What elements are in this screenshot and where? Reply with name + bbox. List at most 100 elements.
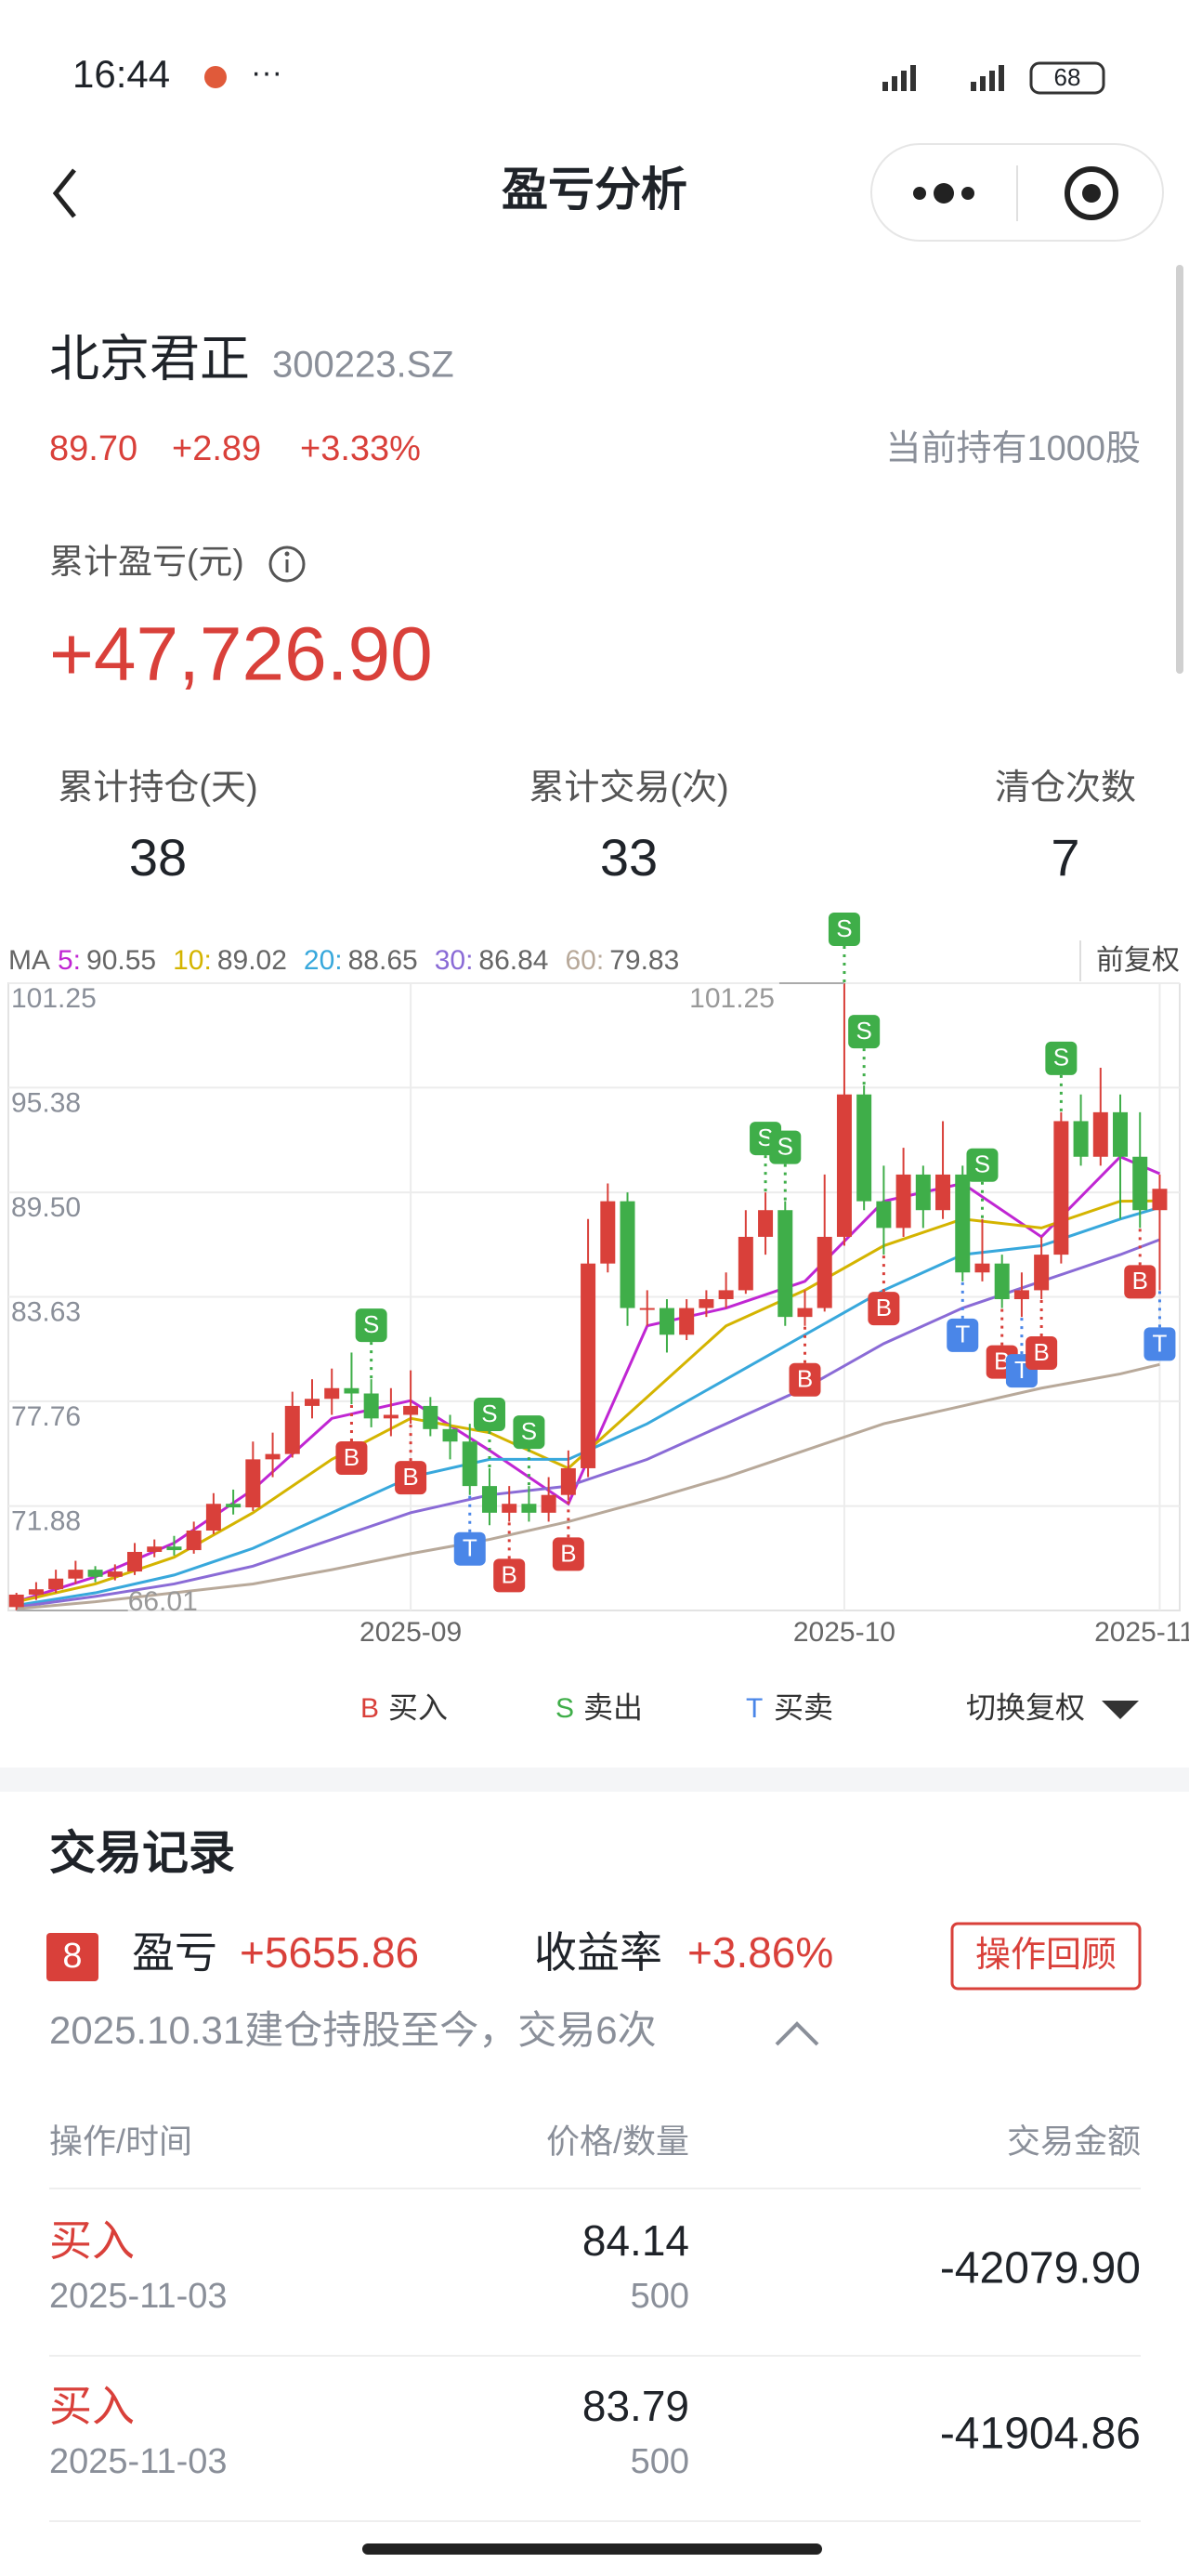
candle-body — [48, 1578, 64, 1590]
home-indicator — [362, 2543, 822, 2555]
candle-body — [876, 1201, 892, 1229]
candle-body — [265, 1453, 281, 1460]
legend-text: 买入 — [388, 1690, 448, 1724]
candle-body — [1113, 1111, 1129, 1157]
candle-body — [777, 1210, 793, 1318]
row-qty: 500 — [631, 2277, 689, 2316]
signal-text: B — [344, 1443, 359, 1471]
rate-label: 收益率 — [534, 1928, 662, 1977]
ma-label: MA — [8, 945, 50, 976]
candle-body — [442, 1428, 458, 1442]
switch-label[interactable]: 切换复权 — [966, 1690, 1085, 1724]
switch-arrow — [1102, 1701, 1139, 1719]
back-button[interactable] — [52, 168, 76, 218]
signal-tag — [947, 1318, 979, 1352]
candle-body — [245, 1459, 261, 1508]
app-icon — [204, 66, 227, 88]
signal-tag — [789, 1362, 821, 1397]
candle-body — [994, 1263, 1010, 1299]
candle-body — [28, 1589, 44, 1595]
signal-tag — [966, 1148, 999, 1182]
candle-body — [166, 1546, 182, 1551]
candle-body — [87, 1570, 103, 1577]
badge — [46, 1933, 98, 1981]
ma-value: 90.55 — [86, 945, 156, 976]
adjust-label: 前复权 — [1096, 945, 1180, 976]
legend-symbol: B — [360, 1693, 379, 1724]
extreme-label: 66.01 — [128, 1586, 198, 1617]
ma-name: 10: — [173, 945, 212, 976]
legend-symbol: T — [746, 1693, 763, 1724]
ma-line — [16, 1205, 1160, 1607]
candle-body — [581, 1263, 596, 1468]
signal-tag — [335, 1441, 368, 1476]
review-button[interactable] — [950, 1922, 1142, 1991]
signal-text: S — [1053, 1044, 1069, 1071]
table-header: 价格/数量 — [546, 2123, 689, 2161]
ma-name: 20: — [304, 945, 343, 976]
row-price: 84.14 — [582, 2216, 689, 2265]
candle-body — [481, 1486, 497, 1513]
y-tick-label: 71.88 — [11, 1505, 81, 1536]
candle-body — [758, 1210, 774, 1237]
signal-tag — [848, 1015, 881, 1049]
candle-body — [502, 1504, 517, 1513]
candle-body — [324, 1387, 340, 1400]
row-amount: -42079.90 — [940, 2244, 1141, 2293]
badge-number: 8 — [62, 1937, 82, 1976]
row-action: 买入 — [49, 2382, 135, 2430]
trade-pnl: +5655.86 — [240, 1928, 419, 1977]
candle-body — [639, 1308, 655, 1310]
stat-label: 累计交易(次) — [529, 769, 728, 808]
candle-body — [659, 1308, 674, 1335]
signal-tag — [473, 1397, 505, 1431]
candle-body — [107, 1571, 123, 1577]
signal-tag — [355, 1308, 387, 1343]
signal-tag — [552, 1537, 584, 1571]
more-button[interactable] — [913, 183, 974, 204]
candle-body — [738, 1236, 753, 1291]
candle-body — [127, 1551, 143, 1572]
close-button[interactable] — [1065, 166, 1118, 220]
battery — [1029, 61, 1105, 95]
stock-code: 300223.SZ — [272, 345, 454, 386]
signal-text: T — [1153, 1329, 1168, 1357]
candle-body — [423, 1405, 438, 1429]
info-icon-dot — [284, 551, 290, 557]
candle-body — [836, 1094, 852, 1237]
table-header: 操作/时间 — [49, 2123, 192, 2161]
candle-body — [1073, 1121, 1089, 1157]
candle-body — [797, 1308, 813, 1318]
stock-price: 89.70 — [49, 429, 137, 468]
candle-body — [1053, 1121, 1069, 1255]
signal-tag — [828, 913, 860, 946]
candle-body — [284, 1405, 300, 1454]
y-tick-label: 101.25 — [11, 983, 97, 1014]
info-icon[interactable] — [268, 545, 306, 583]
signal-text: B — [402, 1463, 418, 1491]
candle-body — [935, 1174, 951, 1211]
row-date: 2025-11-03 — [49, 2277, 228, 2316]
candle-body — [856, 1094, 872, 1202]
ma-value: 79.83 — [609, 945, 679, 976]
x-tick-label: 2025-10 — [793, 1617, 895, 1648]
candle-body — [974, 1263, 990, 1273]
signal-tag — [493, 1558, 526, 1593]
trade-rate: +3.86% — [687, 1928, 833, 1977]
row-date: 2025-11-03 — [49, 2442, 228, 2481]
signal-text: S — [777, 1133, 793, 1161]
collapse-icon[interactable] — [775, 2021, 819, 2046]
ma-name: 60: — [566, 945, 605, 976]
signal-text: S — [521, 1417, 537, 1445]
candle-body — [895, 1174, 911, 1229]
signal-tag — [769, 1130, 802, 1164]
candle-body — [363, 1393, 379, 1419]
stat-label: 累计持仓(天) — [58, 769, 257, 808]
ma-name: 5: — [58, 945, 81, 976]
signal-text: S — [974, 1150, 990, 1178]
candle-body — [560, 1467, 576, 1495]
row-price: 83.79 — [582, 2382, 689, 2430]
ma-value: 86.84 — [478, 945, 548, 976]
candle-body — [205, 1504, 221, 1531]
